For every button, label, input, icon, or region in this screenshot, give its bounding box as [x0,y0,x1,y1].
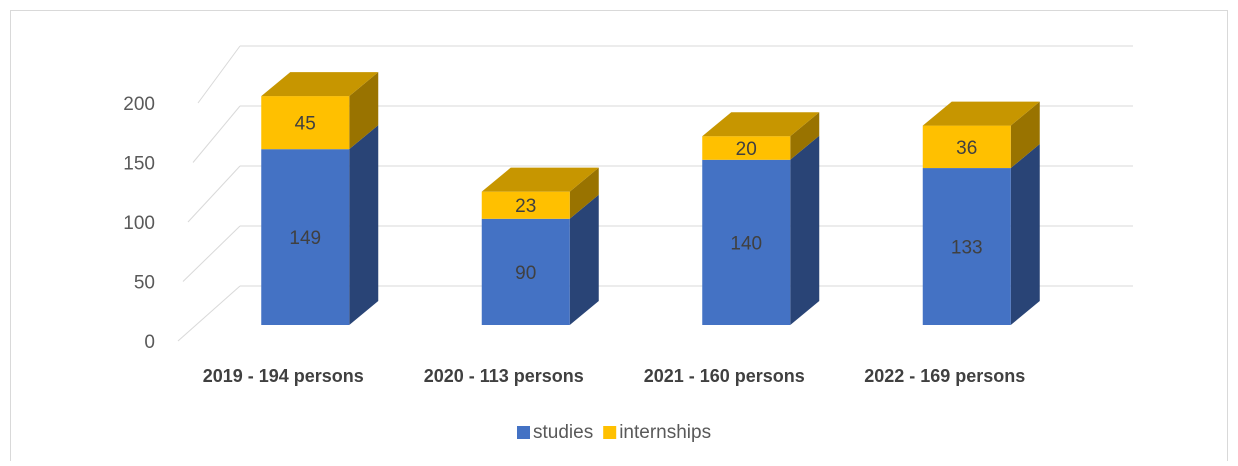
bar [702,159,791,325]
bar [702,136,791,160]
bar-side [569,167,599,219]
legend-label: studies [533,422,593,443]
bar-side [1010,101,1040,169]
data-label: 45 [295,114,316,135]
data-label: 20 [736,139,757,160]
bar [481,191,570,219]
bar-top [922,101,1040,126]
chart-border [10,10,1228,466]
bar-side [349,72,379,150]
data-label: 133 [951,238,983,259]
y-tick-label: 0 [144,332,155,353]
grid-line [192,105,241,163]
data-label: 36 [956,138,977,159]
bar [922,125,1011,169]
grid-line [182,225,241,282]
bar [922,168,1011,325]
x-tick-label: 2022 - 169 persons [864,366,1025,386]
grid-line [197,45,241,104]
data-label: 149 [289,228,321,249]
bar [261,96,350,150]
legend-swatch [517,426,530,439]
data-label: 23 [515,196,536,217]
y-tick-label: 200 [123,94,155,115]
x-tick-label: 2020 - 113 persons [424,366,584,386]
grid-line [177,285,241,342]
data-label: 140 [730,233,762,254]
bar-side [1010,144,1040,325]
x-tick-label: 2019 - 194 persons [203,366,364,386]
bar [481,218,570,325]
bar-side [790,135,820,325]
bar-side [569,194,599,325]
y-tick-label: 50 [134,273,155,294]
grid-line [187,165,241,223]
legend-swatch [603,426,617,439]
x-tick-label: 2021 - 160 persons [644,366,805,386]
data-label: 90 [515,263,536,284]
bar-top [481,167,599,192]
y-tick-label: 150 [123,154,155,175]
bar-side [349,125,379,326]
legend-label: internships [619,422,711,443]
y-tick-label: 100 [123,213,155,234]
bar-top [702,112,820,137]
bar-top [261,72,379,97]
bar [261,149,350,325]
bar-side [790,112,820,160]
